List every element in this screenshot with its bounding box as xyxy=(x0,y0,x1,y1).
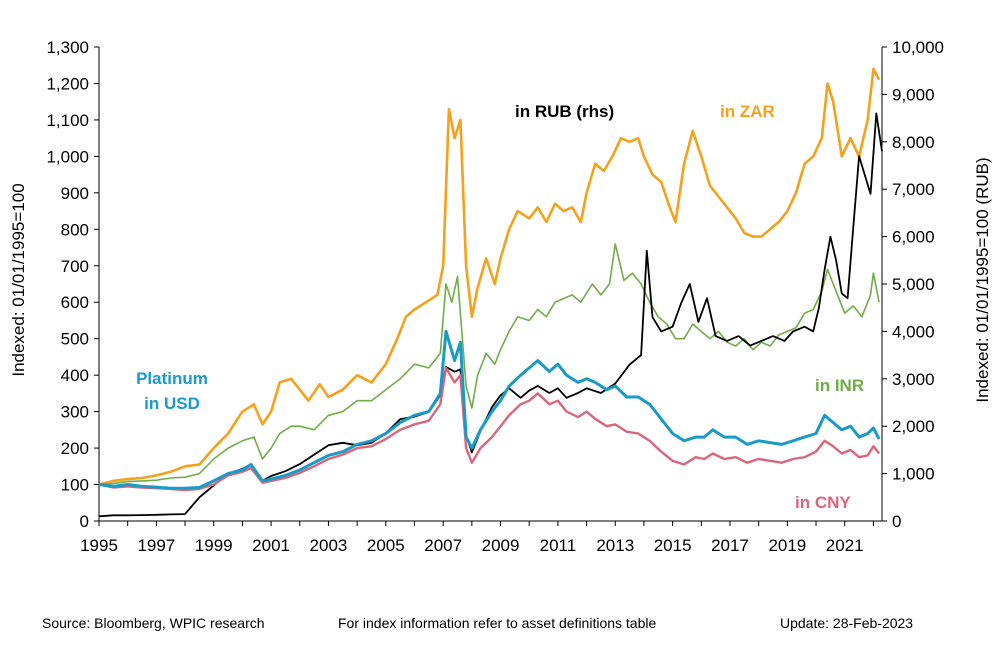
x-tick-label: 2007 xyxy=(424,536,462,555)
y-right-tick-label: 3,000 xyxy=(892,370,935,389)
x-tick-label: 2011 xyxy=(540,536,577,555)
series-label-in-usd: in USD xyxy=(144,394,200,413)
footer-note: For index information refer to asset def… xyxy=(338,615,657,631)
y-right-tick-label: 7,000 xyxy=(892,180,935,199)
y-left-tick-label: 1,300 xyxy=(46,38,89,57)
y-left-tick-label: 200 xyxy=(61,439,89,458)
y-left-tick-label: 600 xyxy=(61,293,89,312)
y-right-tick-label: 6,000 xyxy=(892,228,935,247)
series-line-in-inr xyxy=(98,243,880,486)
x-tick-label: 1997 xyxy=(137,536,175,555)
y-left-tick-label: 0 xyxy=(80,512,89,531)
y-right-tick-label: 2,000 xyxy=(892,417,935,436)
x-tick-label: 2003 xyxy=(310,536,348,555)
x-tick-label: 1995 xyxy=(80,536,118,555)
x-tick-label: 2019 xyxy=(768,536,806,555)
x-tick-label: 2017 xyxy=(711,536,749,555)
series-label-in-zar: in ZAR xyxy=(720,102,775,121)
y-right-tick-label: 9,000 xyxy=(892,85,935,104)
y-left-tick-label: 400 xyxy=(61,366,89,385)
series-line-platinum-in-usd xyxy=(98,329,881,490)
axes: 0 100 200 300 400 500 600 700 800 900 1,000 1,100 1,… xyxy=(9,38,992,555)
y-right-tick-label: 0 xyxy=(892,512,901,531)
y-left-axis-title: Indexed: 01/01/1995=100 xyxy=(9,183,28,376)
series-line-in-zar xyxy=(98,67,881,486)
y-right-tick-label: 5,000 xyxy=(892,275,935,294)
x-tick-label: 2001 xyxy=(252,536,290,555)
footer-source: Source: Bloomberg, WPIC research xyxy=(42,615,265,631)
y-right-tick-label: 4,000 xyxy=(892,322,935,341)
y-left-tick-label: 1,100 xyxy=(46,111,89,130)
series-group xyxy=(98,67,883,518)
y-left-tick-label: 1,000 xyxy=(46,147,89,166)
series-label-in-rub-rhs: in RUB (rhs) xyxy=(515,102,614,121)
x-tick-label: 2009 xyxy=(482,536,520,555)
y-left-tick-label: 100 xyxy=(61,476,89,495)
series-label-in-cny: in CNY xyxy=(795,493,851,512)
footer-update: Update: 28-Feb-2023 xyxy=(780,615,914,631)
x-tick-label: 2021 xyxy=(826,536,864,555)
y-left-tick-label: 300 xyxy=(61,403,89,422)
y-left-tick-label: 800 xyxy=(61,220,89,239)
series-label-platinum: Platinum xyxy=(136,369,208,388)
series-line-in-cny xyxy=(98,366,881,492)
y-right-tick-label: 1,000 xyxy=(892,465,935,484)
y-left-tick-label: 900 xyxy=(61,184,89,203)
x-tick-label: 2005 xyxy=(367,536,405,555)
y-left-tick-label: 500 xyxy=(61,330,89,349)
series-line-in-rub-rhs xyxy=(98,112,883,518)
y-right-tick-label: 10,000 xyxy=(892,38,944,57)
y-left-tick-label: 700 xyxy=(61,257,89,276)
y-left-tick-label: 1,200 xyxy=(46,74,89,93)
x-tick-label: 2013 xyxy=(596,536,634,555)
series-labels: in ZAR in RUB (rhs) in INR in CNY Platinum in… xyxy=(136,102,864,512)
x-tick-label: 1999 xyxy=(195,536,233,555)
y-right-tick-label: 8,000 xyxy=(892,133,935,152)
x-tick-label: 2015 xyxy=(654,536,692,555)
series-label-in-inr: in INR xyxy=(815,376,864,395)
y-right-axis-title: Indexed: 01/01/1995=100 (RUB) xyxy=(973,157,992,402)
